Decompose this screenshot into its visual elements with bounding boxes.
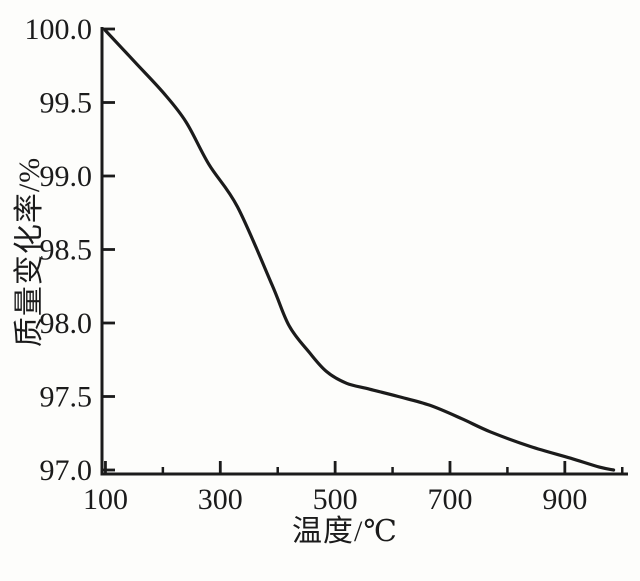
y-tick-label: 98.0 xyxy=(40,307,93,340)
mass-change-curve xyxy=(103,28,616,472)
y-tick-label: 99.5 xyxy=(40,87,93,120)
y-axis-title: 质量变化率/% xyxy=(13,156,46,348)
y-tick-label: 98.5 xyxy=(40,234,93,267)
x-tick-label: 500 xyxy=(313,483,358,516)
y-tick-label: 97.0 xyxy=(40,454,93,487)
x-tick-label: 900 xyxy=(542,483,587,516)
x-tick-label: 700 xyxy=(427,483,472,516)
y-tick-label: 97.5 xyxy=(40,381,93,414)
y-tick-label: 100.0 xyxy=(25,13,93,46)
x-axis-title: 温度/℃ xyxy=(292,515,398,548)
x-tick-label: 300 xyxy=(198,483,243,516)
y-tick-label: 99.0 xyxy=(40,160,93,193)
x-tick-label: 100 xyxy=(83,483,128,516)
